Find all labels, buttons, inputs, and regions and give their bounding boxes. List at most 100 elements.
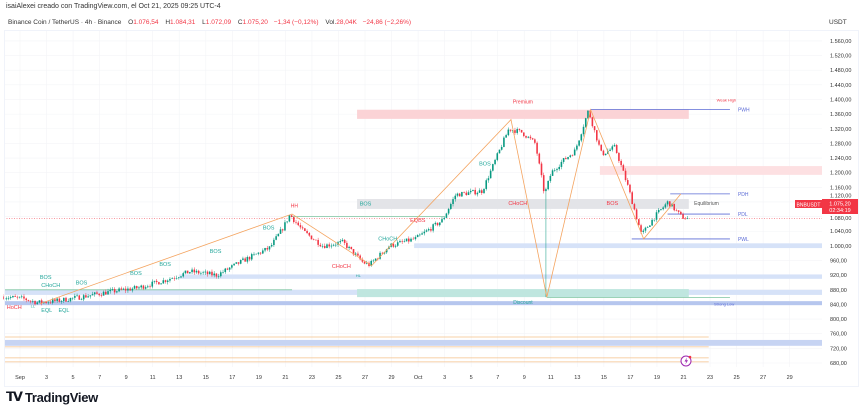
price-tick: 1.080,00 [830,216,851,222]
candle-up [441,219,443,223]
candle-down [193,269,196,273]
candle-up [527,136,530,138]
annotation-bos: BOS [159,262,171,268]
candle-down [25,298,27,301]
price-tick: 720,00 [830,346,847,352]
annotation-bos: BOS [479,161,491,167]
time-tick: 19 [654,375,660,381]
candle-down [408,238,410,242]
candle-up [657,209,660,213]
time-tick: Oct [414,375,423,381]
candle-down [668,201,671,207]
candle-down [571,155,574,157]
candle-down [620,160,622,166]
candle-down [538,153,541,164]
candle-up [655,212,658,220]
candle-up [425,230,428,232]
candle-up [213,273,215,276]
candle-down [58,298,61,302]
candle-down [297,222,300,226]
price-tick: 1.160,00 [830,185,851,191]
candle-up [354,253,357,255]
candle-up [604,153,607,156]
candle-down [677,210,680,212]
candle-up [326,244,328,249]
candle-up [233,263,235,266]
candle-down [315,239,317,241]
candle-up [116,291,118,293]
candle-down [525,135,527,138]
symbol-name[interactable]: Binance Coin / TetherUS · 4h · Binance [8,19,122,26]
candle-up [511,130,514,131]
candle-up [584,118,587,127]
candle-up [438,222,441,226]
candle-up [496,153,499,160]
candle-up [649,225,651,228]
candle-up [321,246,324,247]
candle-up [432,224,434,231]
price-tick: 840,00 [830,302,847,308]
candle-down [293,217,295,223]
low-label: L [202,19,206,26]
candle-up [421,233,423,235]
candle-up [483,188,485,194]
candle-up [12,296,14,298]
candle-down [565,158,567,160]
candle-up [492,164,494,171]
candle-up [516,129,518,133]
candle-down [45,301,47,303]
time-tick: 3 [45,375,48,381]
candle-down [680,211,682,215]
candle-down [359,255,361,260]
candle-down [85,295,87,298]
price-axis[interactable]: 1.560,00 1.520,00 1.480,00 1.440,00 1.400,00… [830,39,851,367]
candle-up [405,238,408,242]
price-tick: 1.480,00 [830,68,851,74]
time-axis[interactable]: Sep 3 5 7 9 11 13 15 17 19 21 23 25 27 29 Oct 3 5 7 9 11 13 15… [15,375,793,381]
candle-down [631,192,633,205]
candle-up [235,262,238,264]
candle-up [67,301,70,302]
currency-label[interactable]: USDT [829,19,847,26]
price-tick: 920,00 [830,273,847,279]
candle-up [131,288,134,291]
candle-down [343,239,346,243]
candle-up [20,296,23,298]
candle-up [62,297,65,301]
candle-down [98,293,100,296]
candle-down [352,249,355,255]
price-tick: 760,00 [830,332,847,338]
candle-up [202,272,204,274]
price-tick: 1.520,00 [830,54,851,60]
candle-down [164,280,167,282]
candle-down [618,153,620,161]
candle-up [660,209,662,210]
candle-down [430,229,432,231]
creator-line: isaiAlexei creado con TradingView.com, e… [6,3,221,10]
price-tick: 1.120,00 [830,194,851,200]
premium-zone-label: Premium [513,100,533,106]
candle-down [155,280,158,283]
candle-down [266,247,269,250]
candle-down [529,136,532,139]
candle-up [403,241,406,242]
candle-up [279,229,282,234]
volume-label: Vol. [325,19,337,26]
pwl-line-label: PWL [738,237,749,243]
candle-up [111,289,114,290]
candle-up [461,192,463,197]
annotation-strong-low: Strong Low [714,302,734,307]
time-tick: 9 [125,375,128,381]
candle-up [109,289,112,292]
candle-up [434,222,437,225]
candle-up [200,272,202,274]
candle-up [646,227,649,228]
annotation-bos: BOS [130,271,142,277]
candle-down [34,300,36,305]
candle-up [87,296,89,298]
lightning-icon[interactable] [680,355,692,367]
candle-up [47,302,50,304]
candle-up [467,192,470,196]
time-tick: 11 [150,375,156,381]
